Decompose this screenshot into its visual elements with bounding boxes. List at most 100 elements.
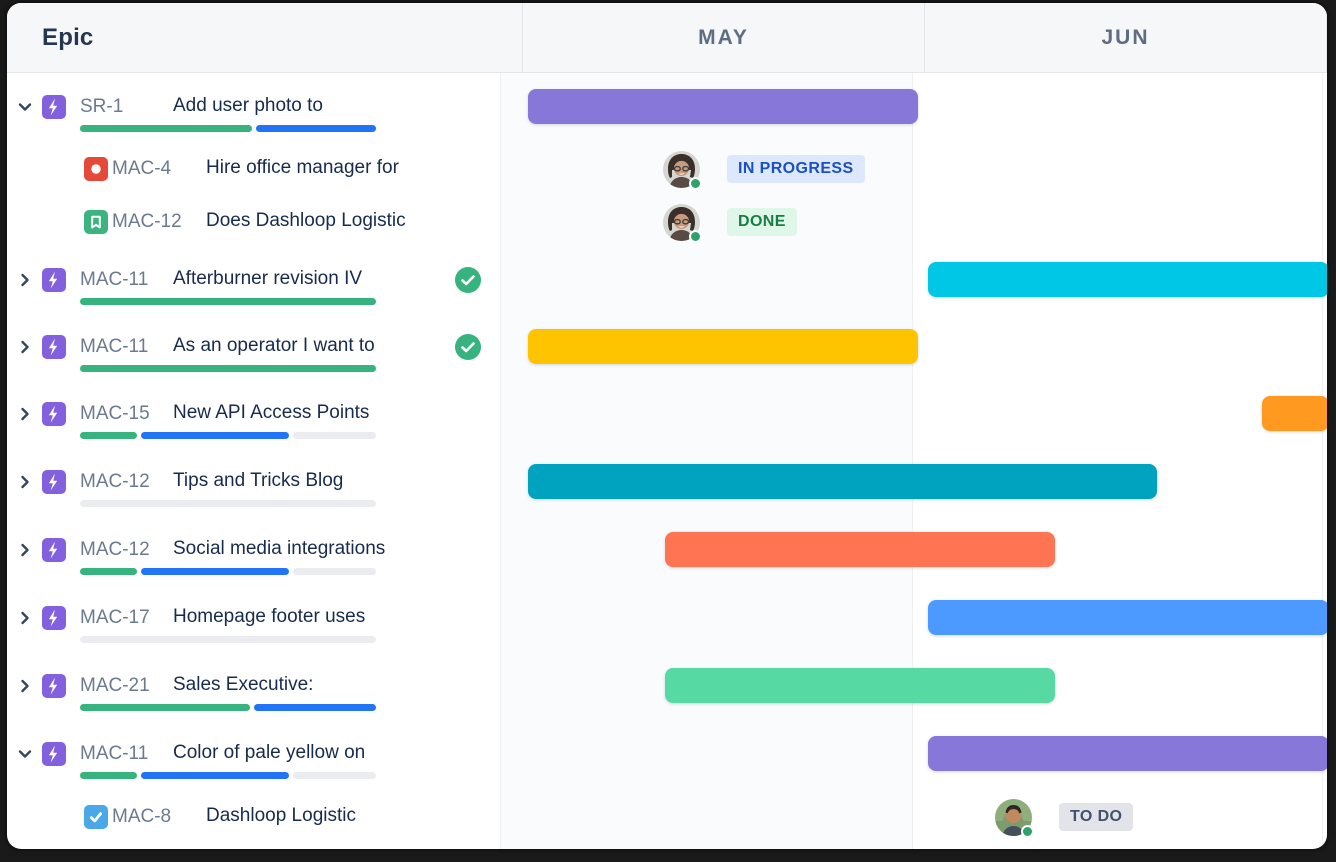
chevron-right-icon[interactable] (18, 407, 32, 421)
month-label-may: MAY (698, 25, 749, 49)
epic-icon (42, 268, 66, 292)
epic-icon (42, 402, 66, 426)
task-icon (84, 805, 108, 829)
gantt-bar[interactable] (665, 668, 1055, 703)
epic-icon (42, 538, 66, 562)
progress-segment-green (80, 568, 137, 575)
chevron-down-icon[interactable] (18, 747, 32, 761)
chevron-right-icon[interactable] (18, 340, 32, 354)
month-header-jun: JUN (925, 3, 1327, 72)
issue-title[interactable]: As an operator I want to (173, 335, 375, 356)
timeline-panel: IN PROGRESS DONE TO DO (7, 73, 1327, 849)
progress-bar (80, 125, 380, 132)
issue-key: MAC-12 (80, 539, 150, 560)
progress-segment-blue (141, 772, 289, 779)
progress-segment-green (80, 772, 137, 779)
gantt-bar[interactable] (928, 736, 1327, 771)
gantt-bar[interactable] (928, 262, 1327, 297)
progress-segment-gray (80, 636, 376, 643)
issue-key: MAC-11 (80, 336, 149, 357)
progress-segment-blue (256, 125, 376, 132)
progress-segment-green (80, 125, 252, 132)
chevron-down-icon[interactable] (18, 100, 32, 114)
epic-column-header: Epic (7, 3, 524, 72)
chevron-right-icon[interactable] (18, 679, 32, 693)
progress-bar (80, 772, 380, 779)
issue-key: MAC-11 (80, 269, 149, 290)
progress-segment-blue (141, 568, 289, 575)
issue-key: MAC-17 (80, 607, 150, 628)
issue-key: MAC-8 (112, 806, 172, 827)
progress-segment-green (80, 432, 137, 439)
bug-icon (84, 157, 108, 181)
chevron-right-icon[interactable] (18, 273, 32, 287)
issue-key: MAC-4 (112, 158, 172, 179)
issue-title[interactable]: New API Access Points (173, 402, 370, 423)
gantt-bar[interactable] (528, 329, 918, 364)
assignee-avatar[interactable] (995, 799, 1034, 838)
epic-panel: SR-1 Add user photo to MAC-4 Hire office ma… (7, 73, 1327, 849)
issue-key: MAC-11 (80, 743, 149, 764)
progress-bar (80, 636, 380, 643)
jun-column-border (1322, 73, 1323, 849)
issue-title[interactable]: Social media integrations (173, 538, 386, 559)
progress-bar (80, 500, 380, 507)
issue-title[interactable]: Sales Executive: (173, 674, 314, 695)
issue-title[interactable]: Tips and Tricks Blog (173, 470, 344, 491)
online-status-dot (1021, 825, 1034, 838)
progress-bar (80, 568, 380, 575)
issue-title[interactable]: Hire office manager for (206, 157, 399, 178)
progress-segment-green (80, 704, 250, 711)
issue-key: SR-1 (80, 96, 124, 117)
progress-bar (80, 704, 380, 711)
issue-title[interactable]: Does Dashloop Logistic (206, 210, 406, 231)
progress-bar (80, 365, 380, 372)
gantt-bar[interactable] (665, 532, 1055, 567)
online-status-dot (689, 177, 702, 190)
progress-segment-gray (293, 432, 376, 439)
issue-title[interactable]: Homepage footer uses (173, 606, 366, 627)
progress-segment-green (80, 298, 376, 305)
online-status-dot (689, 230, 702, 243)
progress-bar (80, 298, 380, 305)
done-check-icon (455, 267, 481, 293)
month-label-jun: JUN (1101, 25, 1150, 49)
gantt-bar[interactable] (528, 464, 1157, 499)
epic-icon (42, 674, 66, 698)
progress-segment-blue (254, 704, 376, 711)
gantt-bar[interactable] (928, 600, 1327, 635)
issue-title[interactable]: Color of pale yellow on (173, 742, 366, 763)
issue-key: MAC-15 (80, 403, 150, 424)
status-badge: TO DO (1059, 803, 1134, 831)
progress-segment-gray (293, 772, 376, 779)
assignee-avatar[interactable] (663, 151, 702, 190)
status-badge: IN PROGRESS (727, 155, 865, 183)
month-header-may: MAY (523, 3, 925, 72)
progress-segment-gray (293, 568, 376, 575)
assignee-avatar[interactable] (663, 204, 702, 243)
done-check-icon (455, 334, 481, 360)
chevron-right-icon[interactable] (18, 475, 32, 489)
progress-bar (80, 432, 380, 439)
chevron-right-icon[interactable] (18, 543, 32, 557)
epic-icon (42, 606, 66, 630)
issue-title[interactable]: Afterburner revision IV (173, 268, 363, 289)
gantt-bar[interactable] (528, 89, 918, 124)
issue-title[interactable]: Dashloop Logistic (206, 805, 356, 826)
progress-segment-gray (80, 500, 376, 507)
epic-column-label: Epic (42, 23, 94, 51)
issue-key: MAC-12 (80, 471, 150, 492)
chevron-right-icon[interactable] (18, 611, 32, 625)
epic-icon (42, 95, 66, 119)
epic-icon (42, 335, 66, 359)
issue-key: MAC-21 (80, 675, 150, 696)
progress-segment-green (80, 365, 376, 372)
may-column-band (500, 73, 913, 849)
timeline-body: SR-1 Add user photo to MAC-4 Hire office ma… (7, 73, 1327, 849)
issue-title[interactable]: Add user photo to (173, 95, 323, 116)
progress-segment-blue (141, 432, 289, 439)
gantt-bar[interactable] (1262, 396, 1327, 431)
status-badge: DONE (727, 208, 797, 236)
epic-icon (42, 742, 66, 766)
timeline-header: Epic MAY JUN (7, 3, 1327, 73)
